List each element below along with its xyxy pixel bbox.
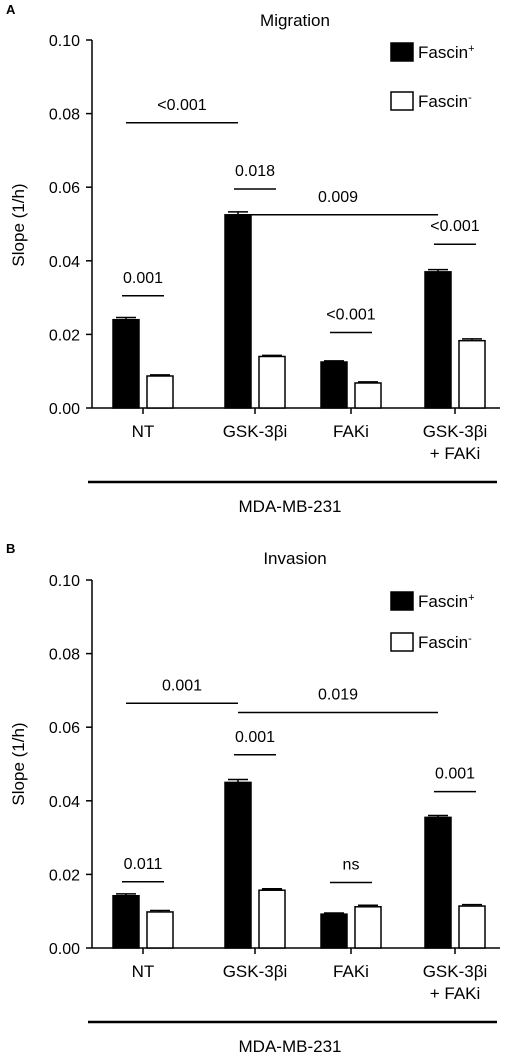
legend-swatch [390, 42, 414, 62]
bar [354, 906, 382, 949]
legend-label: Fascin- [418, 633, 472, 652]
x-tick-label: NT [132, 962, 155, 981]
bar [112, 318, 140, 409]
bar [224, 781, 252, 949]
legend-swatch [390, 591, 414, 611]
x-tick-label: NT [132, 422, 155, 441]
significance-label: <0.001 [430, 218, 479, 235]
legend-swatch [390, 91, 414, 111]
y-axis-label: Slope (1/h) [9, 183, 28, 266]
y-tick-label: 0.10 [49, 33, 80, 50]
bar [458, 905, 486, 949]
bar [458, 339, 486, 409]
bar [258, 355, 286, 409]
x-tick-label: + FAKi [430, 984, 481, 1003]
x-tick-label: GSK-3βi [223, 962, 288, 981]
bar [424, 271, 452, 409]
y-tick-label: 0.00 [49, 941, 80, 958]
chart-title: Migration [260, 11, 330, 30]
bar [224, 214, 252, 409]
bar [320, 361, 348, 409]
y-tick-label: 0.04 [49, 254, 80, 271]
panel-letter: A [6, 2, 16, 17]
x-tick-label: GSK-3βi [423, 962, 488, 981]
bar [112, 894, 140, 949]
legend-label: Fascin- [418, 92, 472, 111]
y-tick-label: 0.08 [49, 107, 80, 124]
bar [258, 889, 286, 949]
bar [424, 816, 452, 949]
x-tick-label: GSK-3βi [423, 422, 488, 441]
chart-title: Invasion [263, 549, 326, 568]
significance-label: ns [343, 856, 360, 873]
group-label: MDA-MB-231 [239, 497, 342, 516]
legend-label: Fascin+ [418, 592, 475, 611]
legend-label: Fascin+ [418, 43, 475, 62]
bar [146, 375, 174, 409]
group-label: MDA-MB-231 [239, 1037, 342, 1056]
bar [146, 911, 174, 949]
x-tick-label: GSK-3βi [223, 422, 288, 441]
bar [320, 913, 348, 949]
significance-label: 0.001 [162, 677, 202, 694]
significance-label: 0.001 [235, 729, 275, 746]
panel-letter: B [6, 541, 15, 556]
x-tick-label: FAKi [333, 962, 369, 981]
significance-label: <0.001 [326, 307, 375, 324]
y-axis-label: Slope (1/h) [9, 722, 28, 805]
legend-swatch [390, 632, 414, 652]
y-tick-label: 0.02 [49, 327, 80, 344]
y-tick-label: 0.10 [49, 573, 80, 590]
x-tick-label: FAKi [333, 422, 369, 441]
y-tick-label: 0.08 [49, 647, 80, 664]
significance-label: 0.009 [318, 189, 358, 206]
y-tick-label: 0.00 [49, 401, 80, 418]
y-tick-label: 0.06 [49, 720, 80, 737]
y-tick-label: 0.02 [49, 867, 80, 884]
significance-label: 0.011 [124, 856, 163, 873]
significance-label: 0.018 [235, 163, 275, 180]
significance-label: 0.001 [435, 766, 475, 783]
significance-label: 0.001 [123, 270, 163, 287]
x-tick-label: + FAKi [430, 444, 481, 463]
y-tick-label: 0.06 [49, 180, 80, 197]
significance-label: <0.001 [157, 97, 206, 114]
bar [354, 382, 382, 409]
significance-label: 0.019 [318, 686, 358, 703]
y-tick-label: 0.04 [49, 794, 80, 811]
